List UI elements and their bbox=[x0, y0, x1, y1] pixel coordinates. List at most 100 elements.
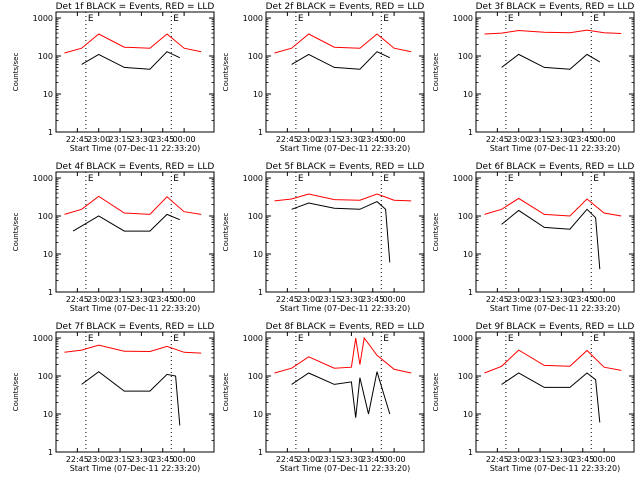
y-tick-label: 1000 bbox=[243, 14, 263, 23]
x-tick-label: 23:45 bbox=[571, 455, 594, 464]
y-tick-label: 100 bbox=[458, 212, 473, 221]
x-tick-label: 23:45 bbox=[151, 455, 174, 464]
x-tick-label: 23:00 bbox=[87, 455, 110, 464]
event-marker-label: E bbox=[298, 174, 304, 184]
lld-series-line bbox=[64, 344, 202, 354]
panel-title: Det 3f BLACK = Events, RED = LLD bbox=[476, 2, 635, 12]
event-marker-label: E bbox=[383, 14, 389, 24]
x-tick-label: 23:00 bbox=[507, 455, 530, 464]
y-tick-label: 1 bbox=[48, 448, 53, 457]
x-tick-label: 23:30 bbox=[550, 295, 573, 304]
y-axis-label: Counts/sec bbox=[12, 373, 20, 412]
y-tick-label: 1 bbox=[48, 128, 53, 137]
x-tick-label: 23:00 bbox=[87, 295, 110, 304]
x-tick-label: 23:00 bbox=[87, 135, 110, 144]
x-tick-label: 22:45 bbox=[486, 135, 509, 144]
events-series-line bbox=[501, 53, 601, 70]
panel-title: Det 2f BLACK = Events, RED = LLD bbox=[266, 2, 425, 12]
x-tick-label: 00:00 bbox=[593, 135, 616, 144]
x-axis-label: Start Time (07-Dec-11 22:33:20) bbox=[70, 464, 201, 473]
event-marker-label: E bbox=[88, 174, 94, 184]
y-tick-label: 100 bbox=[38, 212, 53, 221]
y-axis-label: Counts/sec bbox=[432, 53, 440, 92]
panel-title: Det 5f BLACK = Events, RED = LLD bbox=[266, 162, 425, 172]
x-tick-label: 23:00 bbox=[507, 135, 530, 144]
y-tick-label: 1000 bbox=[243, 174, 263, 183]
y-tick-label: 10 bbox=[253, 90, 263, 99]
event-marker-label: E bbox=[298, 334, 304, 344]
events-series-line bbox=[501, 208, 601, 270]
x-tick-label: 23:15 bbox=[109, 135, 132, 144]
event-marker-label: E bbox=[383, 174, 389, 184]
panel-2: Det 2f BLACK = Events, RED = LLD Counts/s… bbox=[222, 2, 425, 153]
x-tick-label: 22:45 bbox=[276, 455, 299, 464]
lld-series-line bbox=[484, 197, 622, 217]
events-series-line bbox=[72, 213, 180, 232]
y-axis-label: Counts/sec bbox=[222, 213, 230, 252]
y-tick-label: 1000 bbox=[453, 334, 473, 343]
y-tick-label: 100 bbox=[248, 52, 263, 61]
x-tick-label: 23:45 bbox=[361, 135, 384, 144]
events-series-line bbox=[501, 372, 601, 423]
event-marker-label: E bbox=[173, 334, 179, 344]
y-tick-label: 100 bbox=[248, 212, 263, 221]
x-tick-label: 00:00 bbox=[173, 295, 196, 304]
plot-frame bbox=[475, 171, 635, 293]
events-series-line bbox=[81, 51, 181, 70]
x-tick-label: 23:15 bbox=[319, 455, 342, 464]
x-tick-label: 23:30 bbox=[130, 295, 153, 304]
y-axis-label: Counts/sec bbox=[222, 53, 230, 92]
x-tick-label: 23:30 bbox=[130, 455, 153, 464]
panel-title: Det 4f BLACK = Events, RED = LLD bbox=[56, 162, 215, 172]
y-tick-label: 1000 bbox=[453, 14, 473, 23]
y-tick-label: 10 bbox=[253, 410, 263, 419]
panel-title: Det 8f BLACK = Events, RED = LLD bbox=[266, 322, 425, 332]
event-marker-label: E bbox=[298, 14, 304, 24]
events-series-line bbox=[291, 51, 391, 70]
x-axis-label: Start Time (07-Dec-11 22:33:20) bbox=[490, 144, 621, 153]
y-tick-label: 10 bbox=[463, 90, 473, 99]
x-tick-label: 00:00 bbox=[383, 455, 406, 464]
x-tick-label: 23:45 bbox=[151, 135, 174, 144]
panel-title: Det 6f BLACK = Events, RED = LLD bbox=[476, 162, 635, 172]
x-tick-label: 00:00 bbox=[173, 455, 196, 464]
x-tick-label: 22:45 bbox=[66, 455, 89, 464]
plot-frame bbox=[265, 171, 425, 293]
x-tick-label: 23:30 bbox=[550, 135, 573, 144]
y-tick-label: 1000 bbox=[453, 174, 473, 183]
y-axis-label: Counts/sec bbox=[432, 373, 440, 412]
panel-8: Det 8f BLACK = Events, RED = LLD Counts/s… bbox=[222, 322, 425, 473]
x-tick-label: 00:00 bbox=[383, 295, 406, 304]
plot-frame bbox=[475, 331, 635, 453]
event-marker-label: E bbox=[593, 14, 599, 24]
x-tick-label: 00:00 bbox=[593, 295, 616, 304]
x-tick-label: 00:00 bbox=[593, 455, 616, 464]
x-tick-label: 23:15 bbox=[529, 135, 552, 144]
lld-series-line bbox=[274, 336, 412, 374]
lld-series-line bbox=[64, 33, 202, 54]
x-axis-label: Start Time (07-Dec-11 22:33:20) bbox=[280, 464, 411, 473]
y-tick-label: 100 bbox=[248, 372, 263, 381]
y-tick-label: 1 bbox=[258, 128, 263, 137]
events-series-line bbox=[291, 201, 391, 263]
x-tick-label: 22:45 bbox=[66, 135, 89, 144]
x-tick-label: 23:45 bbox=[571, 295, 594, 304]
x-tick-label: 23:15 bbox=[319, 135, 342, 144]
y-tick-label: 1000 bbox=[33, 14, 53, 23]
panel-4: Det 4f BLACK = Events, RED = LLD Counts/s… bbox=[12, 162, 215, 313]
y-tick-label: 100 bbox=[38, 52, 53, 61]
event-marker-label: E bbox=[593, 334, 599, 344]
y-axis-label: Counts/sec bbox=[222, 373, 230, 412]
x-tick-label: 23:30 bbox=[340, 455, 363, 464]
y-tick-label: 1000 bbox=[33, 174, 53, 183]
y-tick-label: 1000 bbox=[243, 334, 263, 343]
x-tick-label: 22:45 bbox=[276, 135, 299, 144]
y-tick-label: 10 bbox=[43, 250, 53, 259]
y-tick-label: 10 bbox=[43, 410, 53, 419]
x-axis-label: Start Time (07-Dec-11 22:33:20) bbox=[280, 144, 411, 153]
x-axis-label: Start Time (07-Dec-11 22:33:20) bbox=[70, 144, 201, 153]
x-tick-label: 23:30 bbox=[340, 295, 363, 304]
plot-frame bbox=[265, 331, 425, 453]
y-tick-label: 1 bbox=[468, 128, 473, 137]
